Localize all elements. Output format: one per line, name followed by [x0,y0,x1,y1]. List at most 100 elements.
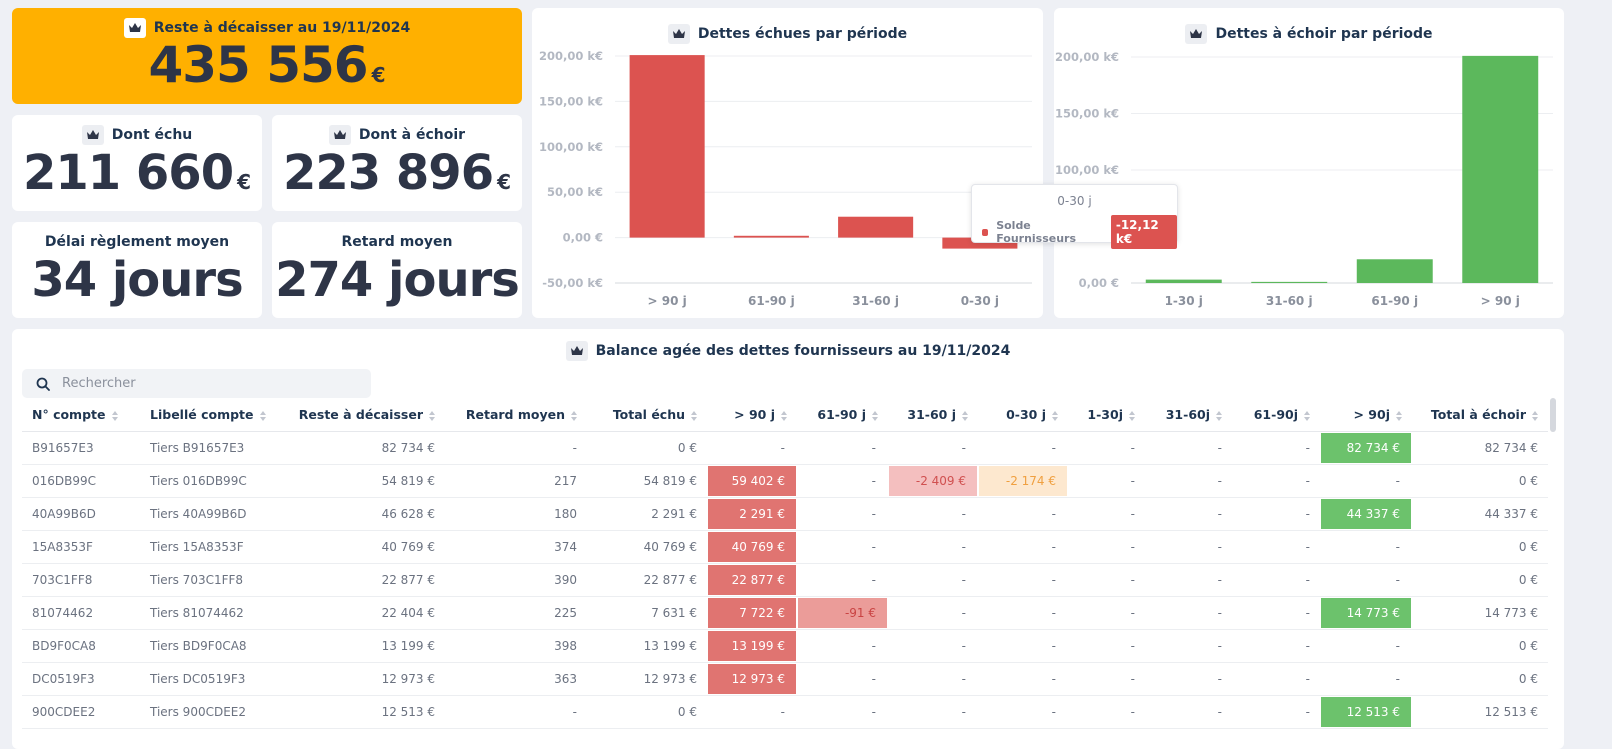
kpi-header: Retard moyen [272,232,522,252]
table-cell: - [1068,695,1145,729]
x-tick-label: 61-90 j [1371,294,1418,308]
table-cell: - [445,431,587,465]
column-header[interactable]: 31-60 j [888,398,978,432]
kpi-number: 435 556 [148,36,368,94]
table-cell: - [978,662,1068,696]
table-cell: - [1068,431,1145,465]
tooltip-value: -12,12 k€ [1110,215,1177,249]
column-label: 61-90 j [817,407,866,422]
kpi-number: 223 896 [282,145,494,201]
table-cell: 217 [445,464,587,498]
column-label: Reste à décaisser [298,407,423,422]
column-header[interactable]: 31-60j [1145,398,1232,432]
kpi-card: Dont à échoir 223 896 € [272,115,522,211]
sort-icon [259,410,266,421]
kpi-value: 223 896 € [272,145,522,201]
column-label: 31-60j [1165,407,1210,422]
y-tick-label: 0,00 € [1079,276,1119,290]
scrollbar[interactable] [1550,398,1556,432]
column-label: > 90j [1353,407,1390,422]
table-cell: 016DB99C [22,464,140,498]
kpi-unit: € [497,170,512,194]
kpi-card: Reste à décaisser au 19/11/2024 435 556 € [12,8,522,104]
bar [838,216,914,238]
sort-icon [781,410,787,421]
column-header[interactable]: 61-90j [1232,398,1320,432]
kpi-number: 274 jours [275,252,520,308]
kpi-number: 211 660 [22,145,234,201]
table-title: Balance agée des dettes fournisseurs au … [595,343,1011,359]
sort-icon [1304,410,1310,421]
column-header[interactable]: Libellé compte [140,398,280,432]
x-tick-label: > 90 j [648,294,687,308]
table-cell: 54 819 € [280,464,445,498]
table-cell: - [797,431,888,465]
table-cell: 398 [445,629,587,663]
table-cell: Tiers DC0519F3 [140,662,280,696]
column-header[interactable]: Total à échoir [1412,398,1548,432]
column-header[interactable]: Reste à décaisser [280,398,445,432]
table-cell: - [797,497,888,531]
table-cell: 0 € [587,431,707,465]
sort-icon [872,410,878,421]
table-row: 81074462 Tiers 81074462 22 404 €225 7 631 €… [22,596,1548,630]
highlight-cell: 12 513 € [1321,697,1411,727]
highlight-cell: 44 337 € [1321,499,1411,529]
tooltip-category: 0-30 j [1057,194,1092,208]
table-cell: - [1068,563,1145,597]
search-box[interactable]: Rechercher [22,369,371,398]
x-tick-label: 31-60 j [1266,294,1313,308]
column-header[interactable]: 1-30j [1068,398,1145,432]
kpi-value: 34 jours [12,252,262,308]
column-header[interactable]: > 90 j [707,398,797,432]
sort-icon [111,410,118,421]
table-cell: - [1068,464,1145,498]
column-header[interactable]: Total échu [587,398,707,432]
table-cell: 44 337 € [1320,497,1412,531]
highlight-cell: 13 199 € [708,631,796,661]
table-cell: -2 409 € [888,464,978,498]
crown-icon [1185,24,1208,44]
bar [1356,259,1433,283]
x-tick-label: 61-90 j [748,294,795,308]
highlight-cell: 2 291 € [708,499,796,529]
table-cell: 12 973 € [707,662,797,696]
column-header[interactable]: Retard moyen [445,398,587,432]
table-cell: - [1145,662,1232,696]
x-tick-label: 31-60 j [852,294,899,308]
table-card: Balance agée des dettes fournisseurs au … [12,329,1564,749]
kpi-value: 211 660 € [12,145,262,201]
y-tick-label: 150,00 k€ [1055,107,1119,121]
column-header[interactable]: 0-30 j [978,398,1068,432]
highlight-cell: -2 174 € [979,466,1067,496]
table-cell: Tiers 15A8353F [140,530,280,564]
column-label: 1-30j [1087,407,1123,422]
table-cell: 0 € [1412,563,1548,597]
table-cell: - [888,596,978,630]
table-cell: - [1232,497,1320,531]
table-cell: 54 819 € [587,464,707,498]
table-cell: - [1320,563,1412,597]
table-cell: - [1145,563,1232,597]
table-cell: 180 [445,497,587,531]
y-tick-label: 200,00 k€ [1055,50,1119,64]
table-cell: Tiers 81074462 [140,596,280,630]
y-tick-label: -50,00 k€ [542,276,603,290]
column-header[interactable]: > 90j [1320,398,1412,432]
column-label: Total à échoir [1430,407,1526,422]
sort-icon [1129,410,1135,421]
column-label: 0-30 j [1006,407,1046,422]
table-cell: - [1320,464,1412,498]
column-header[interactable]: 61-90 j [797,398,888,432]
column-header[interactable]: N° compte [22,398,140,432]
table-cell: - [888,662,978,696]
table-cell: - [707,695,797,729]
sort-icon [691,410,697,421]
table-cell: - [1145,695,1232,729]
y-tick-label: 50,00 k€ [547,185,603,199]
table-cell: - [1145,596,1232,630]
table-cell: 82 734 € [1412,431,1548,465]
tooltip-dot [982,228,989,236]
search-placeholder: Rechercher [62,376,136,391]
kpi-unit: € [237,170,252,194]
